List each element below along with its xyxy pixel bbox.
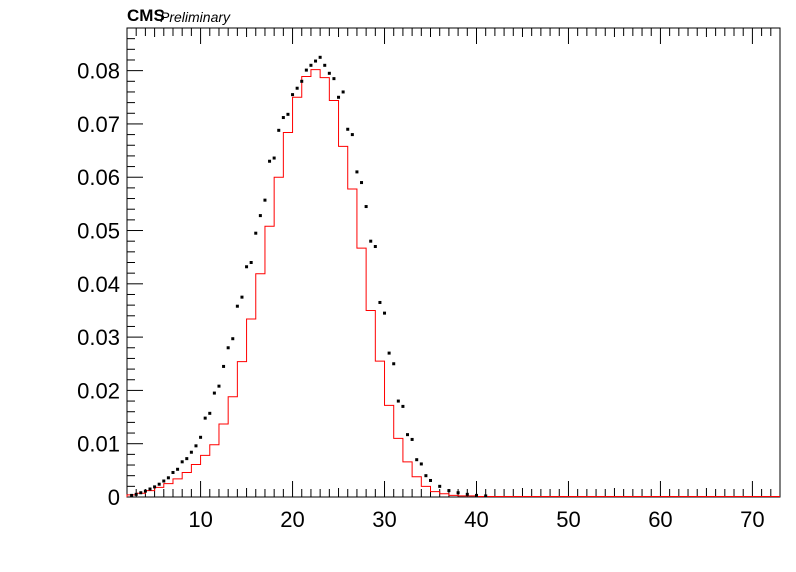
data-point — [212, 391, 216, 395]
data-point — [134, 492, 138, 496]
data-point — [263, 198, 267, 202]
data-point — [203, 416, 207, 420]
data-point — [304, 68, 308, 72]
data-point — [355, 170, 359, 174]
data-point — [406, 433, 410, 437]
data-point — [369, 239, 373, 243]
data-point — [378, 300, 382, 304]
data-point — [424, 474, 428, 478]
data-point — [447, 489, 451, 493]
data-point — [429, 478, 433, 482]
data-point — [189, 450, 193, 454]
data-point — [185, 457, 189, 461]
data-point — [249, 261, 253, 264]
data-point — [318, 55, 322, 59]
data-point — [419, 462, 423, 466]
data-point — [217, 384, 221, 388]
y-tick-label: 0.06 — [77, 165, 120, 190]
data-point — [415, 458, 419, 462]
data-point — [208, 411, 212, 415]
data-point — [309, 63, 313, 67]
data-point — [180, 460, 184, 464]
data-point — [300, 79, 304, 83]
data-point — [438, 484, 442, 488]
y-tick-label: 0.05 — [77, 219, 120, 244]
data-point — [281, 116, 285, 120]
x-tick-label: 50 — [556, 507, 580, 532]
data-point — [286, 112, 290, 116]
experiment-label: CMS — [127, 6, 165, 25]
y-tick-label: 0.04 — [77, 272, 120, 297]
data-point — [258, 214, 262, 218]
y-tick-label: 0 — [108, 485, 120, 510]
status-label: Preliminary — [160, 9, 231, 25]
data-point — [484, 494, 488, 498]
data-points — [130, 55, 488, 498]
x-tick-label: 10 — [188, 507, 212, 532]
data-point — [332, 77, 336, 81]
data-point — [350, 133, 354, 137]
data-point — [194, 444, 198, 448]
data-point — [364, 205, 368, 209]
data-point — [153, 485, 157, 489]
data-point — [277, 128, 281, 132]
data-point — [162, 479, 166, 483]
data-point — [148, 487, 152, 491]
data-point — [240, 295, 244, 299]
y-tick-label: 0.01 — [77, 432, 120, 457]
data-point — [143, 489, 147, 493]
data-point — [323, 63, 327, 67]
data-point — [176, 467, 180, 471]
data-point — [245, 265, 249, 269]
data-point — [474, 493, 478, 497]
data-point — [383, 311, 387, 315]
data-point — [291, 93, 295, 97]
x-tick-label: 70 — [740, 507, 764, 532]
x-axis-tick-labels: 10 20 30 40 50 60 70 — [188, 507, 764, 532]
data-point — [410, 437, 414, 441]
x-axis-ticks — [126, 28, 781, 497]
data-point — [130, 493, 134, 497]
data-point — [373, 245, 377, 249]
data-point — [346, 127, 350, 131]
y-tick-label: 0.07 — [77, 112, 120, 137]
data-point — [341, 90, 345, 94]
data-point — [254, 231, 258, 235]
y-tick-label: 0.02 — [77, 378, 120, 403]
data-point — [231, 337, 235, 341]
data-point — [456, 491, 460, 495]
data-point — [139, 491, 143, 495]
data-point — [387, 351, 391, 355]
x-tick-label: 20 — [280, 507, 304, 532]
plot-frame — [126, 27, 781, 498]
data-point — [222, 364, 226, 368]
y-tick-label: 0.08 — [77, 59, 120, 84]
data-point — [360, 181, 364, 185]
y-axis-ticks — [127, 27, 143, 498]
data-point — [465, 492, 469, 496]
x-tick-label: 60 — [648, 507, 672, 532]
data-point — [166, 476, 170, 480]
data-point — [396, 399, 400, 403]
data-point — [171, 470, 175, 474]
data-point — [235, 304, 239, 308]
data-point — [327, 71, 331, 75]
data-point — [157, 482, 161, 486]
x-tick-label: 40 — [464, 507, 488, 532]
y-tick-label: 0.03 — [77, 325, 120, 350]
data-point — [295, 86, 299, 90]
data-point — [272, 156, 276, 160]
data-point — [199, 435, 203, 439]
data-point — [226, 346, 230, 350]
x-tick-label: 30 — [372, 507, 396, 532]
data-point — [337, 95, 341, 99]
histogram-step-line — [126, 69, 780, 497]
data-point — [268, 159, 272, 163]
data-point — [401, 404, 405, 408]
data-point — [314, 59, 318, 63]
data-point — [392, 362, 396, 366]
y-axis-tick-labels: 0 0.01 0.02 0.03 0.04 0.05 0.06 0.07 0.08 — [77, 59, 120, 510]
